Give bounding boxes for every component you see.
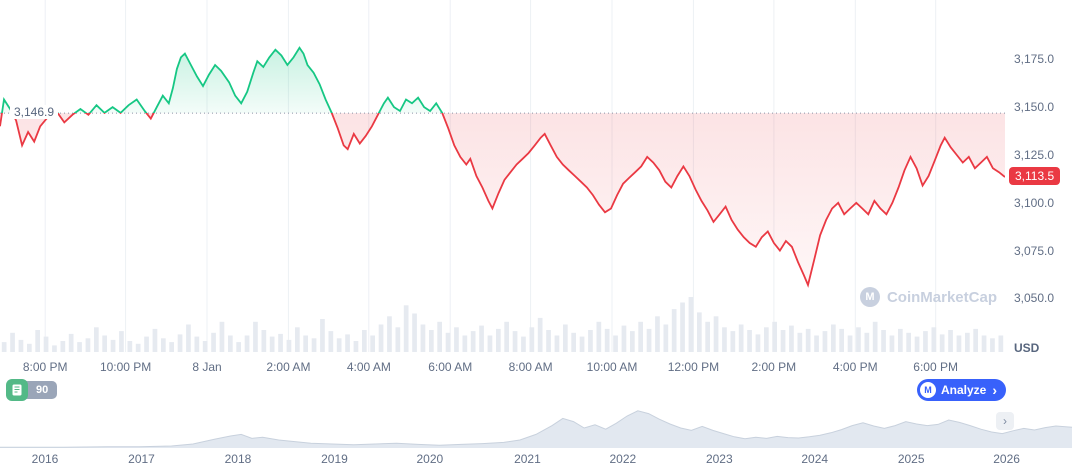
price-fill-down (0, 113, 1005, 285)
x-axis-label: 6:00 PM (913, 360, 958, 374)
year-label: 2023 (705, 452, 733, 466)
x-axis-label: 2:00 PM (751, 360, 797, 374)
price-line-down (0, 113, 1005, 288)
year-label: 2020 (416, 452, 444, 466)
year-label: 2017 (128, 452, 155, 466)
y-axis-label: 3,150.0 (1014, 100, 1055, 115)
analyze-button[interactable]: M Analyze › (916, 379, 1006, 401)
x-axis-label: 8 Jan (192, 360, 222, 374)
x-axis-label: 8:00 PM (22, 360, 68, 374)
current-price-badge: 3,113.5 (1009, 166, 1061, 185)
year-label: 2022 (609, 452, 637, 466)
navigator-area (0, 410, 1072, 448)
year-label: 2019 (321, 452, 348, 466)
baseline-price-label: 3,146.9 (10, 105, 59, 120)
toolbar-row: 90 M Analyze › (0, 378, 1072, 404)
year-label: 2024 (801, 452, 829, 466)
x-axis-label: 12:00 PM (667, 360, 720, 374)
price-chart-canvas[interactable] (0, 0, 1005, 352)
year-label: 2016 (31, 452, 59, 466)
navigator-expand-button[interactable]: › (996, 412, 1014, 430)
volume-bars (1, 297, 1004, 352)
navigator-outline (0, 410, 1072, 448)
currency-unit-label: USD (1014, 341, 1040, 355)
analyze-label: Analyze (940, 383, 987, 397)
y-axis[interactable]: 3,113.5 USD 3,175.0 3,150.0 3,125.0 3,100.0… (1005, 0, 1072, 355)
price-fill-up (1, 47, 443, 114)
coinmarketcap-logo-icon: M (859, 287, 880, 307)
y-axis-label: 3,125.0 (1014, 147, 1055, 162)
year-label: 2021 (514, 452, 541, 466)
x-axis-label: 6:00 AM (428, 360, 473, 374)
year-label: 2026 (993, 452, 1020, 466)
timeline-years: 2016 2017 2018 2019 2020 2021 2022 2023 2024 2025… (0, 448, 1072, 470)
x-axis-label: 4:00 AM (346, 360, 391, 374)
y-axis-label: 3,075.0 (1014, 243, 1055, 258)
y-axis-label: 3,100.0 (1014, 195, 1055, 210)
x-axis-label: 10:00 AM (586, 360, 638, 374)
coinmarketcap-logo-icon: M (919, 382, 936, 398)
chevron-right-icon: › (992, 382, 997, 398)
y-axis-label: 3,175.0 (1014, 52, 1055, 67)
price-line-up (1, 46, 444, 114)
x-axis-label: 4:00 PM (832, 360, 878, 374)
x-axis-label: 2:00 AM (266, 360, 311, 374)
x-axis[interactable]: 8:00 PM 10:00 PM 8 Jan 2:00 AM 4:00 AM 6:00 A… (0, 352, 1005, 378)
timeline-navigator-canvas[interactable] (0, 404, 1072, 448)
x-axis-label: 8:00 AM (508, 360, 553, 374)
year-label: 2025 (897, 452, 925, 466)
x-axis-label: 10:00 PM (99, 360, 152, 374)
watermark-text: CoinMarketCap (886, 288, 997, 306)
document-icon (6, 379, 28, 401)
coinmarketcap-watermark: M CoinMarketCap (859, 287, 997, 307)
chevron-right-icon: › (1003, 414, 1007, 428)
y-axis-label: 3,050.0 (1014, 291, 1055, 306)
estimates-badge[interactable]: 90 (6, 379, 66, 401)
year-label: 2018 (224, 452, 252, 466)
timeline-navigator[interactable] (0, 404, 1072, 448)
chart-area[interactable]: 3,146.9 M CoinMarketCap (0, 0, 1005, 352)
